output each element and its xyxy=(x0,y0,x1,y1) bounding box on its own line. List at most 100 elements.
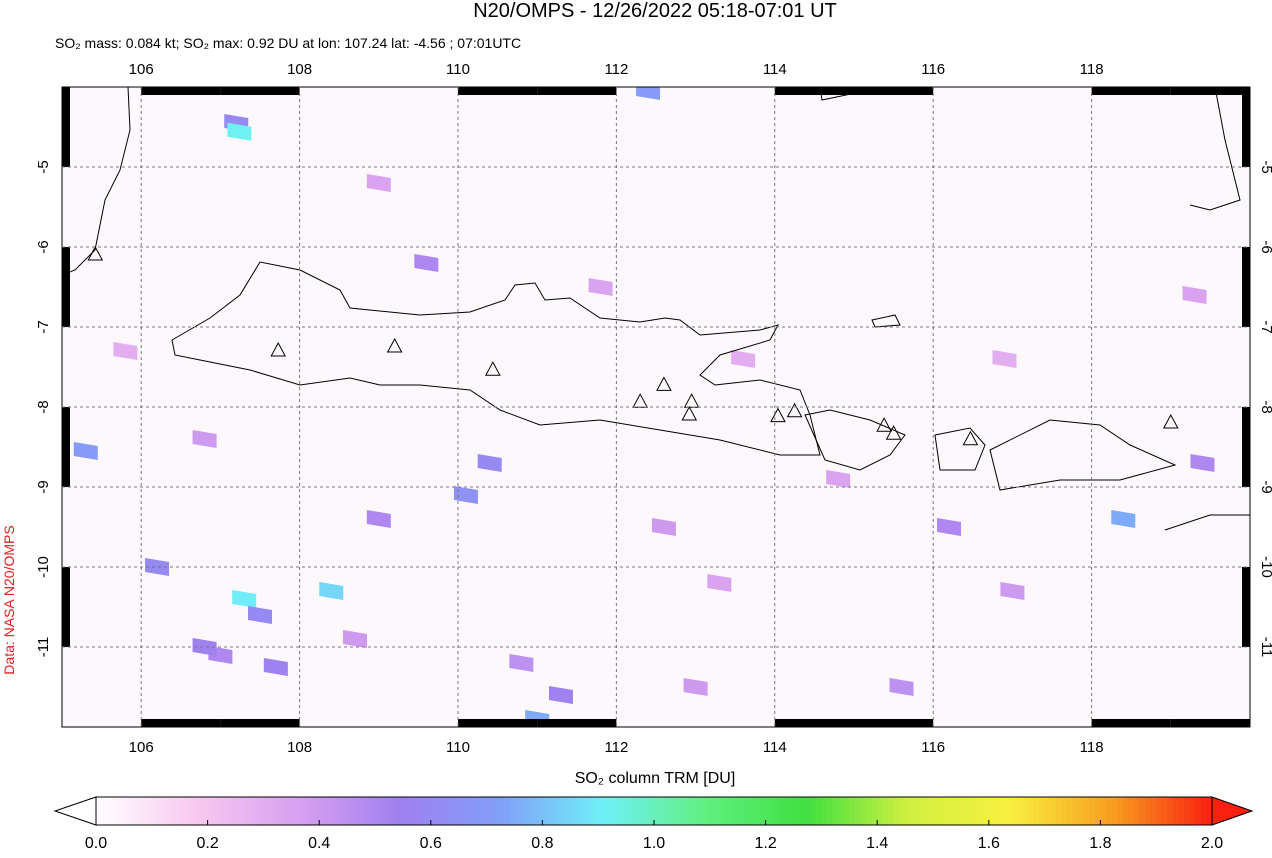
colorbar-cell xyxy=(698,797,705,825)
volcano xyxy=(485,361,501,376)
colorbar-cell xyxy=(832,797,839,825)
colorbar-cell xyxy=(1111,797,1118,825)
so2-pixel xyxy=(453,486,478,504)
colorbar-cell xyxy=(235,797,242,825)
colorbar-cell xyxy=(598,797,605,825)
colorbar-cell xyxy=(743,797,750,825)
colorbar-cell xyxy=(1128,797,1135,825)
colorbar-cell xyxy=(486,797,493,825)
colorbar-cell xyxy=(135,797,142,825)
y-tick-label: -5 xyxy=(1258,160,1272,173)
frame-bar xyxy=(774,719,854,727)
colorbar-cell xyxy=(542,797,549,825)
colorbar-cell xyxy=(464,797,471,825)
colorbar-cell xyxy=(804,797,811,825)
frame-bar xyxy=(537,87,617,95)
colorbar-cell xyxy=(497,797,504,825)
so2-pixel xyxy=(343,630,368,648)
colorbar-tick-label: 0.8 xyxy=(531,835,553,852)
colorbar-cell xyxy=(1122,797,1129,825)
colorbar-cell xyxy=(999,797,1007,825)
colorbar-cell xyxy=(285,797,292,825)
colorbar-cell xyxy=(391,797,398,825)
colorbar-cell xyxy=(726,797,733,825)
colorbar-cell xyxy=(436,797,443,825)
so2-pixel xyxy=(73,442,98,460)
y-tick-label: -6 xyxy=(35,240,52,253)
colorbar-cell xyxy=(715,797,722,825)
colorbar-tick-label: 1.0 xyxy=(643,835,665,852)
frame-bar xyxy=(854,719,934,727)
frame-bar xyxy=(1170,87,1250,95)
colorbar-cell xyxy=(720,797,728,825)
frame-bar xyxy=(1242,247,1250,327)
colorbar-cell xyxy=(1184,797,1191,825)
colorbar-cell xyxy=(430,797,437,825)
volcano xyxy=(87,245,104,261)
colorbar-cell xyxy=(257,797,264,825)
colorbar-cell xyxy=(670,797,677,825)
colorbar-cell xyxy=(397,797,404,825)
colorbar-cell xyxy=(1005,797,1012,825)
y-tick-label: -7 xyxy=(1258,320,1272,333)
colorbar-cell xyxy=(771,797,778,825)
colorbar-label: SO₂ column TRM [DU] xyxy=(575,770,736,787)
colorbar-tick-label: 1.6 xyxy=(978,835,1000,852)
colorbar-cell xyxy=(826,797,834,825)
colorbar-cell xyxy=(1027,797,1035,825)
colorbar-cell xyxy=(1178,797,1185,825)
colorbar-cell xyxy=(760,797,767,825)
frame-bar xyxy=(1242,407,1250,487)
colorbar-cell xyxy=(268,797,276,825)
colorbar-cell xyxy=(681,797,689,825)
colorbar-cell xyxy=(843,797,850,825)
volcano xyxy=(656,376,672,391)
volcano xyxy=(681,405,698,421)
colorbar-cell xyxy=(559,797,566,825)
colorbar-cell xyxy=(893,797,901,825)
colorbar-cell xyxy=(402,797,410,825)
colorbar-tick-label: 0.6 xyxy=(420,835,442,852)
colorbar-cell xyxy=(1133,797,1141,825)
colorbar-cell xyxy=(101,797,108,825)
frame-bar xyxy=(62,567,70,647)
y-tick-label: -8 xyxy=(35,400,52,413)
frame-bar xyxy=(458,87,538,95)
so2-pixel xyxy=(366,510,391,528)
colorbar-cell xyxy=(1066,797,1074,825)
colorbar-cell xyxy=(157,797,164,825)
colorbar-cell xyxy=(860,797,867,825)
colorbar-cell xyxy=(525,797,532,825)
so2-pixel xyxy=(509,654,534,672)
colorbar-cell xyxy=(280,797,287,825)
so2-pixel xyxy=(992,350,1017,368)
colorbar-cell xyxy=(441,797,449,825)
so2-pixel xyxy=(192,638,217,656)
so2-pixel xyxy=(227,122,252,141)
colorbar-cell xyxy=(927,797,934,825)
so2-pixel xyxy=(683,678,708,696)
so2-pixel xyxy=(889,678,914,696)
colorbar-cell xyxy=(693,797,700,825)
colorbar-cell xyxy=(475,797,482,825)
colorbar-cell xyxy=(799,797,806,825)
colorbar-cell xyxy=(1156,797,1163,825)
colorbar-cell xyxy=(921,797,929,825)
so2-pixel xyxy=(636,87,661,100)
so2-pixel xyxy=(113,342,138,360)
y-tick-label: -5 xyxy=(35,160,52,173)
colorbar-cell xyxy=(202,797,209,825)
x-tick-label: 110 xyxy=(446,739,470,756)
colorbar-tick-label: 1.2 xyxy=(754,835,776,852)
colorbar-cell xyxy=(341,797,348,825)
colorbar-cell xyxy=(916,797,923,825)
colorbar-cell xyxy=(352,797,359,825)
colorbar-cell xyxy=(871,797,878,825)
colorbar-cell xyxy=(581,797,588,825)
colorbar-tick-label: 2.0 xyxy=(1201,835,1223,852)
colorbar-cell xyxy=(642,797,650,825)
colorbar-cell xyxy=(386,797,393,825)
colorbar-cell xyxy=(654,797,661,825)
colorbar-cell xyxy=(1055,797,1062,825)
